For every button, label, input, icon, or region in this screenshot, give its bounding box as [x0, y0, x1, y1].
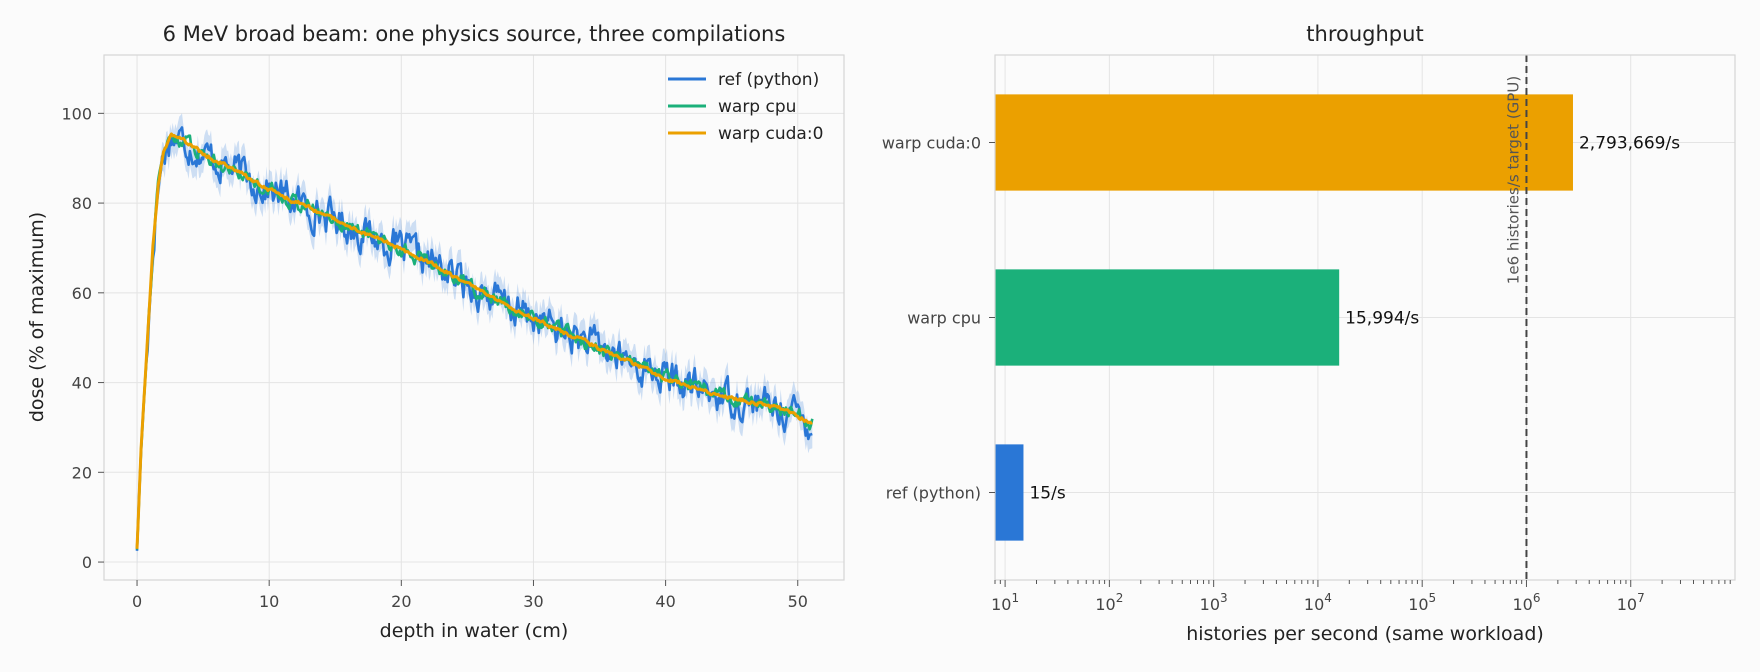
target-line-label: 1e6 histories/s target (GPU)	[1504, 76, 1522, 284]
target-reference-line: 1e6 histories/s target (GPU)	[1504, 55, 1528, 580]
throughput-bars: 15/s 15,994/s 2,793,669/s	[995, 94, 1680, 541]
throughput-x-tick-label: 104	[1304, 591, 1332, 614]
dose-y-tick-label: 100	[61, 104, 92, 123]
ref-uncertainty-band	[137, 113, 813, 566]
dose-chart-title: 6 MeV broad beam: one physics source, th…	[163, 22, 786, 46]
dose-x-tick-label: 10	[259, 592, 279, 611]
dose-series	[135, 126, 814, 551]
dose-x-tick-label: 20	[391, 592, 411, 611]
bar-value-label: 2,793,669/s	[1579, 134, 1680, 154]
dose-chart: 0 10 20 30 40 50 0 20 40 60 80 100 ref (python) war…	[26, 22, 845, 642]
ref-band-area	[137, 113, 813, 566]
throughput-x-tick-label: 107	[1617, 591, 1645, 614]
dose-y-tick-label: 0	[82, 553, 92, 572]
throughput-x-axis-label: histories per second (same workload)	[1186, 623, 1544, 645]
bar-warp-cpu	[995, 269, 1340, 366]
legend-label: warp cpu	[718, 97, 796, 117]
dose-plot-frame	[103, 54, 845, 581]
dose-x-tick-label: 30	[523, 592, 543, 611]
throughput-x-tick-label: 106	[1512, 591, 1540, 614]
throughput-category-label: warp cuda:0	[882, 134, 981, 153]
throughput-y-ticks: ref (python) warp cpu warp cuda:0	[882, 134, 995, 503]
throughput-category-label: warp cpu	[907, 309, 981, 328]
throughput-x-tick-label: 105	[1408, 591, 1436, 614]
series-line-warp-cuda-0	[135, 132, 813, 549]
dose-y-tick-label: 80	[72, 194, 92, 213]
dose-x-tick-label: 40	[655, 592, 675, 611]
dose-y-tick-label: 20	[72, 463, 92, 482]
legend-label: warp cuda:0	[718, 124, 823, 144]
bar-ref-python-	[995, 444, 1024, 541]
dose-y-axis-label: dose (% of maximum)	[26, 212, 48, 422]
throughput-chart: 15/s 15,994/s 2,793,669/s 1e6 histories/s …	[882, 22, 1736, 645]
dose-y-ticks: 0 20 40 60 80 100	[61, 104, 104, 572]
throughput-x-tick-label: 101	[991, 591, 1019, 614]
dose-x-tick-label: 50	[788, 592, 808, 611]
throughput-x-ticks: 101 102 103 104 105 106 107	[991, 580, 1731, 614]
dose-plot-area	[104, 55, 844, 580]
throughput-category-label: ref (python)	[886, 484, 981, 503]
dose-x-axis-label: depth in water (cm)	[380, 620, 569, 642]
bar-warp-cuda-0	[995, 94, 1573, 191]
throughput-x-tick-label: 102	[1095, 591, 1123, 614]
bar-value-label: 15,994/s	[1345, 309, 1419, 329]
throughput-chart-title: throughput	[1306, 22, 1423, 46]
dose-y-tick-label: 60	[72, 284, 92, 303]
dose-x-ticks: 0 10 20 30 40 50	[132, 580, 808, 611]
dose-y-tick-label: 40	[72, 374, 92, 393]
legend-label: ref (python)	[718, 70, 819, 90]
bar-value-label: 15/s	[1029, 484, 1065, 504]
dose-legend: ref (python) warp cpu warp cuda:0	[668, 70, 823, 144]
dose-x-tick-label: 0	[132, 592, 142, 611]
throughput-x-tick-label: 103	[1200, 591, 1228, 614]
